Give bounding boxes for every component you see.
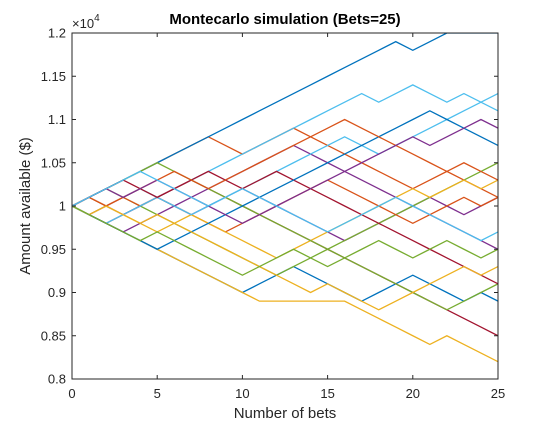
- x-tick-label: 20: [406, 386, 420, 401]
- y-axis-label: Amount available ($): [17, 137, 34, 275]
- x-tick-label: 5: [154, 386, 161, 401]
- y-tick-label: 0.85: [41, 328, 66, 343]
- y-tick-label: 1.05: [41, 155, 66, 170]
- series-line-5: [72, 162, 498, 276]
- x-tick-label: 25: [491, 386, 505, 401]
- y-tick-label: 1.15: [41, 69, 66, 84]
- y-tick-label: 0.9: [48, 285, 66, 300]
- y-tick-label: 1.2: [48, 26, 66, 41]
- x-tick-label: 0: [68, 386, 75, 401]
- x-tick-label: 15: [320, 386, 334, 401]
- series-line-13: [72, 101, 498, 225]
- series-line-18: [72, 118, 498, 225]
- series-line-14: [72, 170, 498, 285]
- y-axis: 0.8 0.85 0.9 0.95 1 1.05 1.1 1.15 1.2: [41, 26, 498, 387]
- y-axis-exponent-power: 4: [94, 13, 100, 24]
- x-tick-label: 10: [235, 386, 249, 401]
- series-line-15: [72, 110, 498, 250]
- series-line-19: [72, 205, 498, 276]
- plot-area: [72, 33, 498, 379]
- series-line-17: [72, 205, 498, 311]
- y-tick-label: 0.8: [48, 372, 66, 387]
- series-line-20: [72, 170, 498, 242]
- y-tick-label: 0.95: [41, 242, 66, 257]
- y-tick-label: 1: [59, 199, 66, 214]
- series-layer: [72, 33, 498, 363]
- x-axis: 0 5 10 15 20 25: [68, 33, 505, 401]
- chart-title: Montecarlo simulation (Bets=25): [169, 11, 400, 28]
- y-axis-exponent: ×104: [72, 13, 100, 31]
- y-axis-exponent-base: ×10: [72, 16, 94, 31]
- x-axis-label: Number of bets: [234, 405, 337, 422]
- y-tick-label: 1.1: [48, 112, 66, 127]
- series-line-12: [72, 162, 498, 311]
